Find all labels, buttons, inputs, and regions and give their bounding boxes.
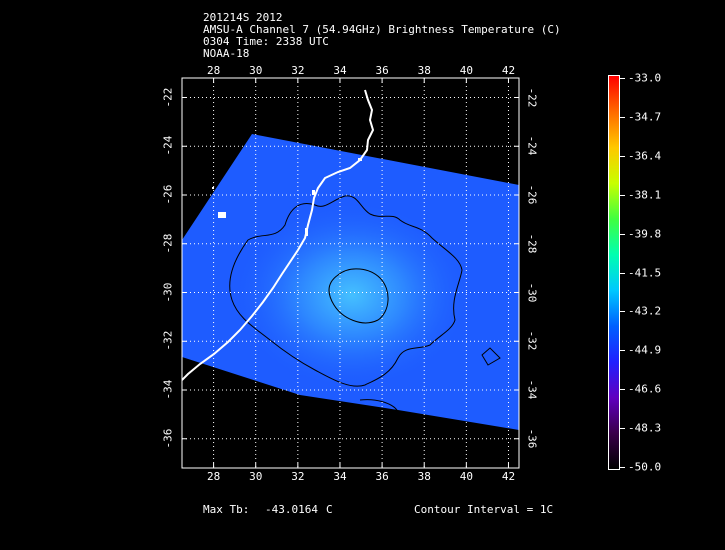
- lon-tick-top: 28: [206, 64, 221, 77]
- lat-tick-right: -26: [525, 184, 539, 205]
- lon-tick-top: 40: [459, 64, 473, 77]
- colorbar-label: -34.7: [628, 110, 662, 124]
- colorbar-tick: [620, 233, 625, 235]
- title-line-1: 201214S 2012: [203, 11, 283, 24]
- lon-tick-bottom: 32: [291, 470, 305, 483]
- lat-tick-left: -22: [161, 87, 175, 107]
- colorbar-label: -41.5: [628, 266, 662, 279]
- lon-tick-bottom: 36: [375, 470, 389, 483]
- colorbar-label: -39.8: [628, 227, 662, 241]
- colorbar-tick: [620, 155, 625, 157]
- colorbar-tick: [620, 194, 625, 196]
- colorbar-label: -46.6: [628, 382, 662, 396]
- lon-tick-top: 38: [417, 64, 431, 77]
- colorbar-tick: [620, 272, 625, 274]
- lat-tick-left: -28: [161, 233, 175, 254]
- lon-tick-bottom: 40: [459, 470, 473, 483]
- colorbar-label: -50.0: [628, 460, 662, 474]
- title-line-4: NOAA-18: [203, 47, 250, 60]
- lat-tick-right: -30: [525, 282, 539, 302]
- colorbar-label: -48.3: [628, 421, 662, 435]
- lon-tick-top: 32: [291, 64, 305, 77]
- lon-tick-top: 30: [249, 64, 263, 77]
- lat-tick-right: -32: [525, 330, 539, 351]
- colorbar-label: -43.2: [628, 304, 662, 318]
- colorbar-label: -36.4: [628, 149, 662, 163]
- warm-core: [232, 200, 472, 390]
- lon-tick-top: 36: [375, 64, 389, 77]
- lat-tick-right: -34: [525, 379, 539, 400]
- colorbar-tick: [620, 311, 625, 313]
- lat-tick-right: -28: [525, 233, 539, 254]
- lon-tick-bottom: 28: [206, 470, 221, 483]
- lat-tick-left: -34: [161, 379, 175, 400]
- colorbar-tick: [620, 78, 625, 79]
- contour-interval: Contour Interval = 1C: [414, 503, 554, 516]
- lat-tick-left: -26: [161, 184, 175, 205]
- colorbar-tick: [620, 428, 625, 430]
- lat-tick-right: -36: [525, 428, 539, 449]
- graticule: [182, 78, 519, 468]
- title-line-3: 0304 Time: 2338 UTC: [203, 35, 329, 48]
- lat-tick-left: -30: [161, 282, 175, 302]
- map-frame: [181, 77, 520, 469]
- frame-ticks: [182, 78, 519, 468]
- colorbar-tick: [620, 467, 625, 468]
- lon-tick-top: 42: [501, 64, 516, 77]
- contour-lines: [229, 195, 501, 413]
- lat-tick-right: -22: [525, 87, 539, 107]
- colorbar-tick: [620, 350, 625, 352]
- lat-tick-right: -24: [525, 135, 539, 156]
- colorbar-label: -44.9: [628, 343, 662, 357]
- lat-tick-left: -24: [161, 135, 175, 156]
- max-tb-unit: C: [326, 503, 333, 516]
- colorbar-label: -33.0: [628, 71, 662, 85]
- colorbar-label: -38.1: [628, 188, 662, 202]
- colorbar: [608, 75, 620, 470]
- title-line-2: AMSU-A Channel 7 (54.94GHz) Brightness T…: [203, 23, 561, 36]
- lon-tick-bottom: 42: [501, 470, 516, 483]
- coastline: [182, 89, 375, 381]
- lon-tick-bottom: 30: [249, 470, 263, 483]
- lat-tick-left: -32: [161, 330, 175, 351]
- lon-tick-bottom: 34: [333, 470, 347, 483]
- max-tb-label: Max Tb:: [203, 503, 250, 516]
- lat-tick-left: -36: [161, 428, 175, 449]
- islands: [212, 158, 362, 236]
- lon-tick-bottom: 38: [417, 470, 431, 483]
- colorbar-tick: [620, 116, 625, 118]
- max-tb-value: -43.0164: [265, 503, 318, 516]
- lon-tick-top: 34: [333, 64, 347, 77]
- colorbar-tick: [620, 389, 625, 391]
